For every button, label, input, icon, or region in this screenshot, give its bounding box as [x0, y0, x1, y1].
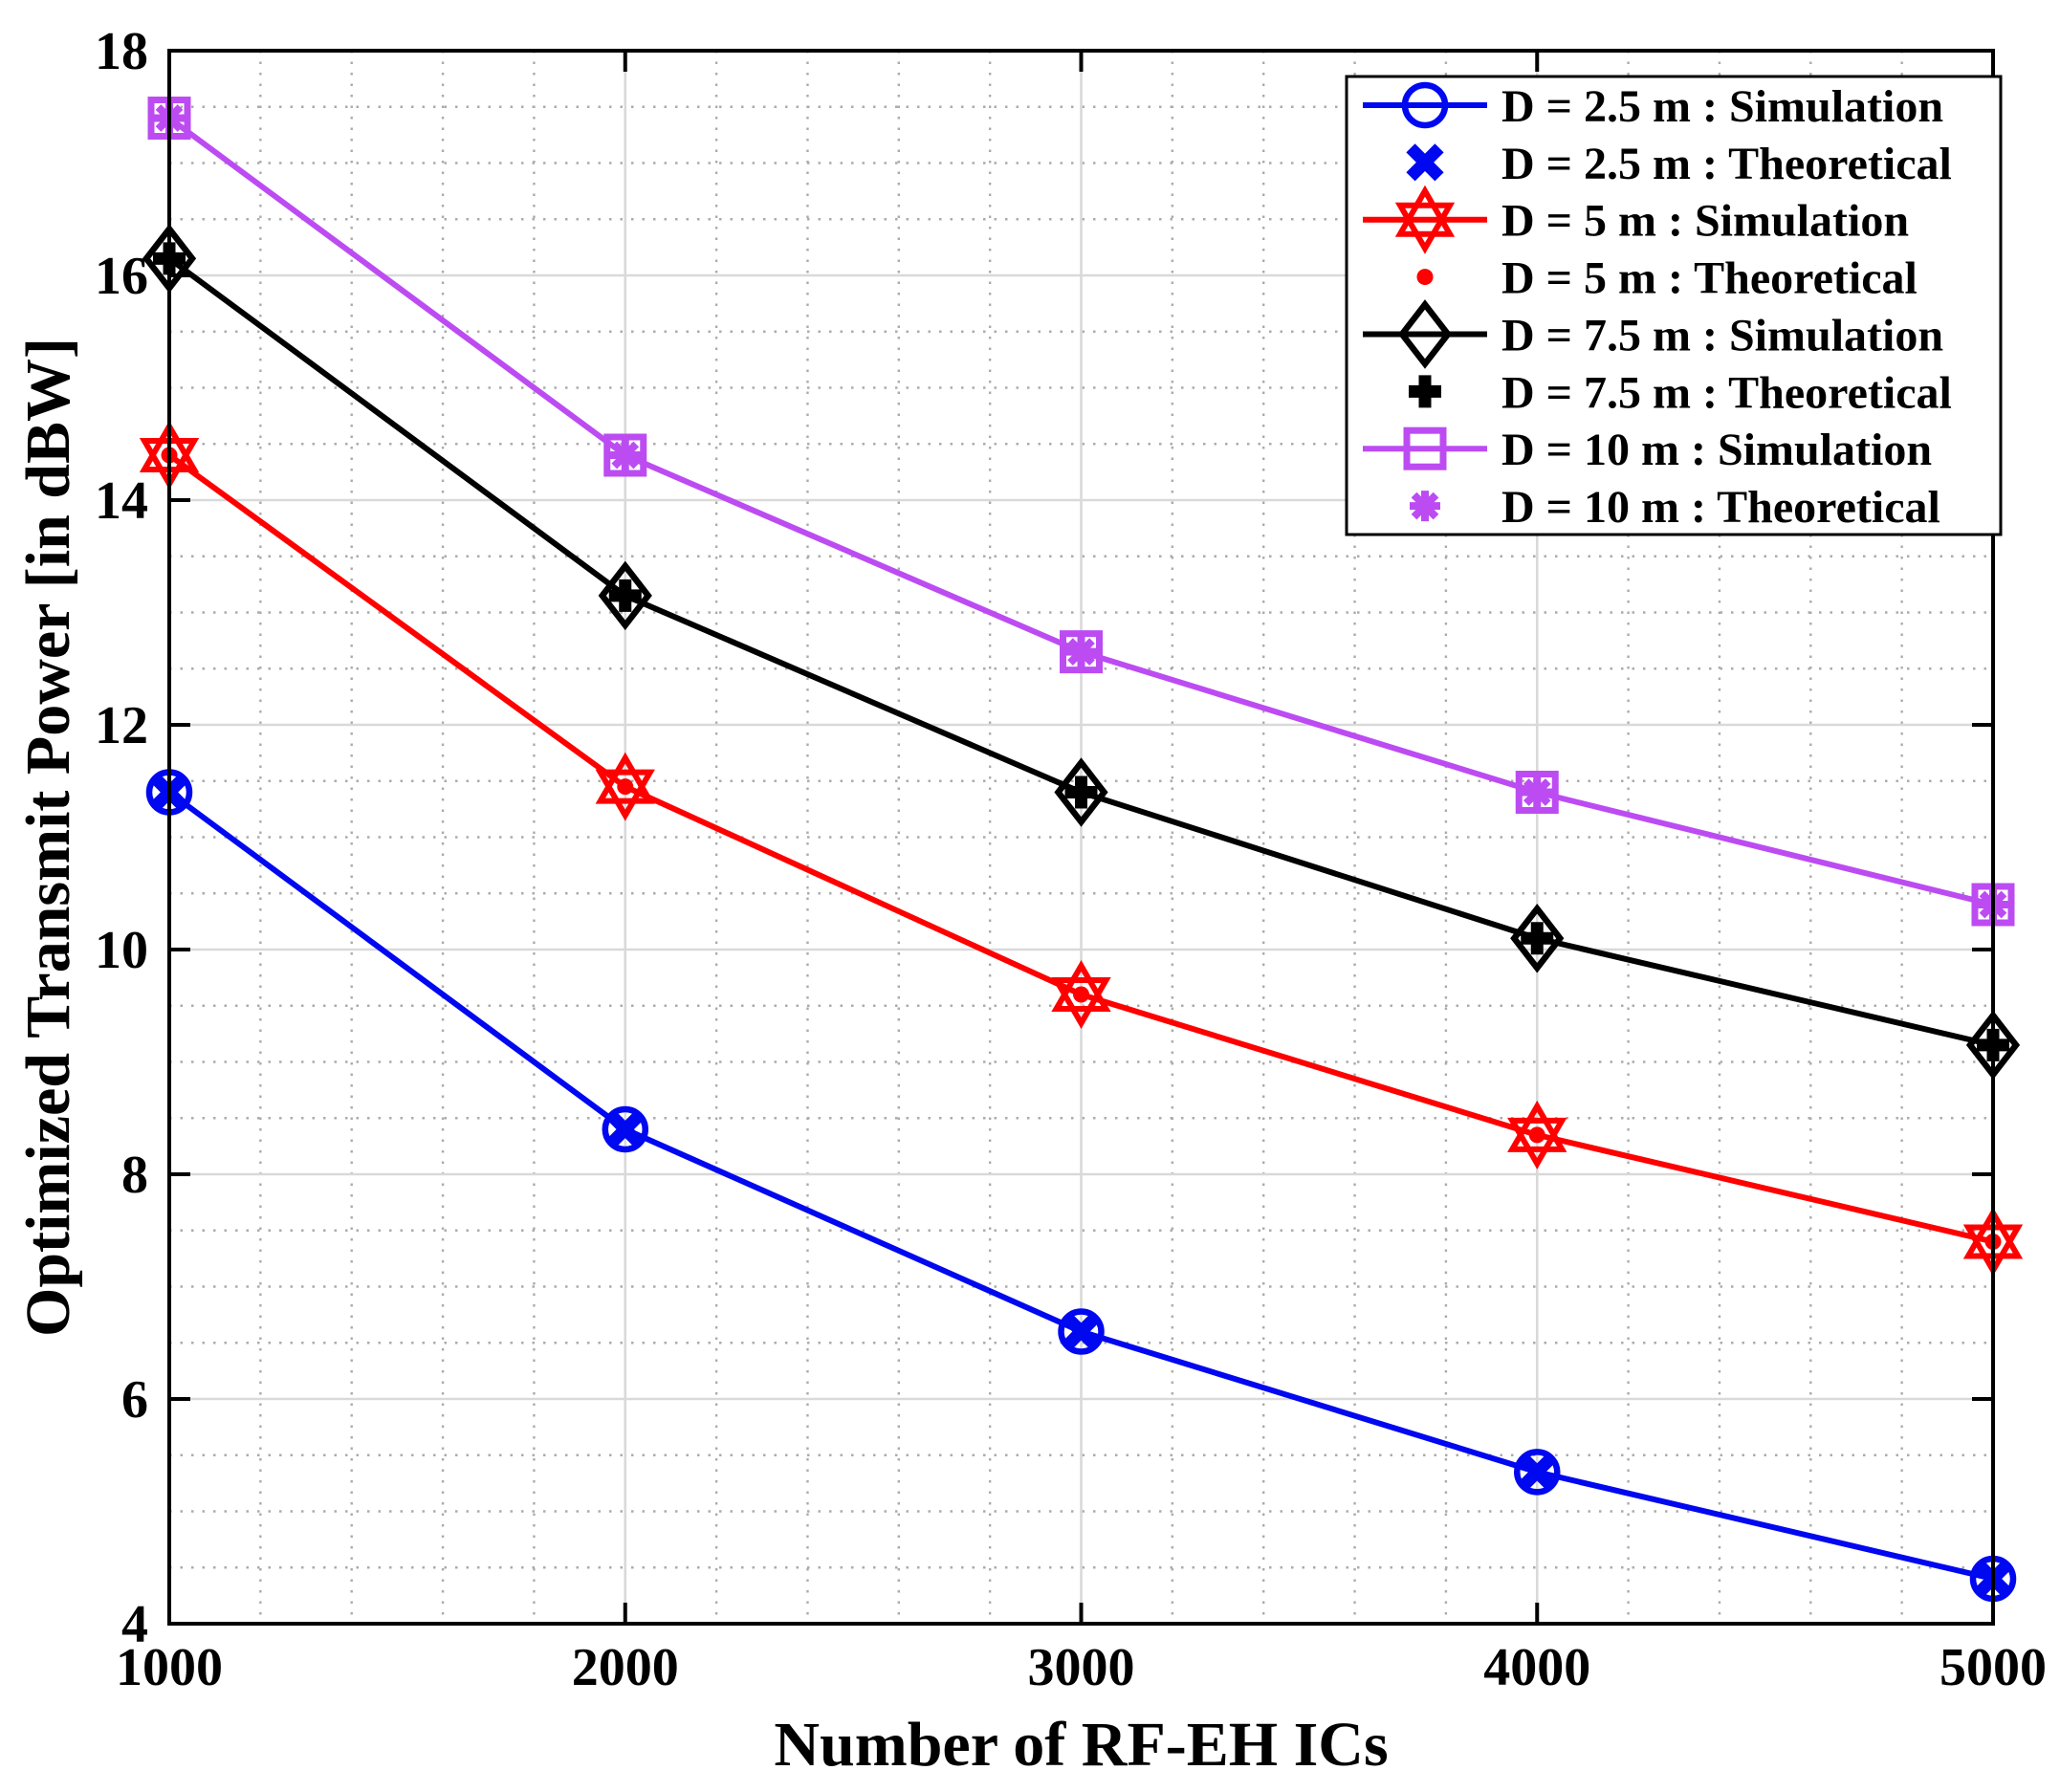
axes-box [167, 49, 1995, 1626]
legend-label: D = 10 m : Simulation [1501, 425, 1932, 475]
x-tick-label: 5000 [1939, 1638, 2047, 1697]
legend-item: D = 2.5 m : Simulation [1363, 81, 1943, 132]
y-tick-label: 12 [95, 696, 148, 755]
legend-label: D = 5 m : Theoretical [1501, 253, 1918, 304]
legend-label: D = 7.5 m : Theoretical [1501, 367, 1952, 418]
y-axis-label: Optimized Transmit Power [in dBW] [13, 338, 83, 1337]
y-tick-label: 18 [95, 22, 148, 81]
legend-item: D = 10 m : Theoretical [1410, 482, 1940, 533]
legend-item: D = 2.5 m : Theoretical [1406, 139, 1952, 189]
x-axis-label: Number of RF-EH ICs [774, 1710, 1388, 1780]
x-tick-labels: 1000 2000 3000 4000 5000 [116, 1638, 2047, 1697]
legend-label: D = 5 m : Simulation [1501, 196, 1909, 247]
legend-label: D = 7.5 m : Simulation [1501, 310, 1943, 361]
y-tick-label: 14 [95, 471, 148, 531]
legend-item: D = 5 m : Simulation [1363, 185, 1909, 254]
y-tick-label: 16 [95, 247, 148, 306]
x-tick-label: 3000 [1028, 1638, 1135, 1697]
legend-item: D = 5 m : Theoretical [1416, 253, 1918, 304]
legend: D = 2.5 m : Simulation D = 2.5 m : Theore… [1345, 75, 2003, 536]
x-tick-label: 2000 [572, 1638, 679, 1697]
y-tick-label: 10 [95, 921, 148, 980]
legend-box [1345, 75, 2003, 536]
y-tick-label: 6 [121, 1370, 148, 1430]
x-tick-label: 4000 [1483, 1638, 1590, 1697]
x-tick-label: 1000 [116, 1638, 223, 1697]
y-tick-label: 4 [121, 1595, 148, 1654]
y-tick-labels: 4 6 8 10 12 14 16 18 [95, 22, 148, 1654]
legend-item: D = 10 m : Simulation [1363, 425, 1932, 475]
legend-label: D = 10 m : Theoretical [1501, 482, 1940, 533]
legend-item: D = 7.5 m : Theoretical [1409, 367, 1952, 418]
y-tick-label: 8 [121, 1146, 148, 1205]
legend-label: D = 2.5 m : Simulation [1501, 81, 1943, 132]
legend-item: D = 7.5 m : Simulation [1363, 299, 1943, 369]
legend-label: D = 2.5 m : Theoretical [1501, 139, 1952, 189]
